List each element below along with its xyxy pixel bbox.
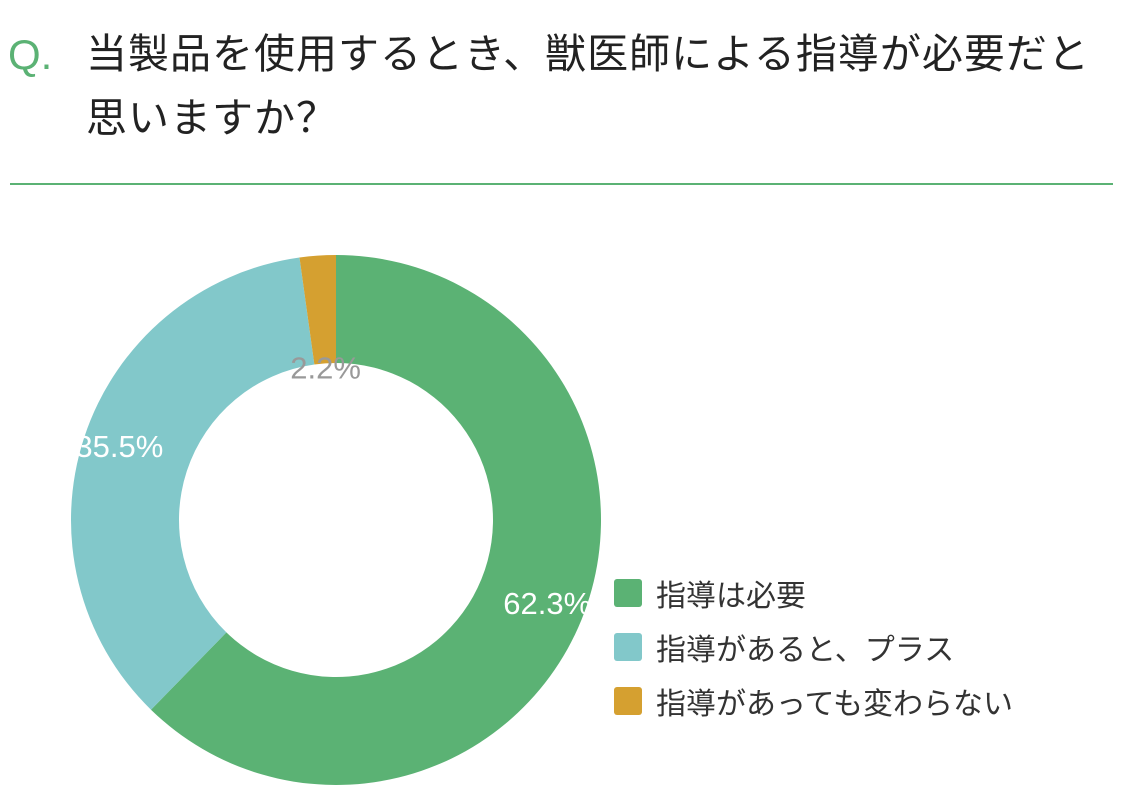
donut-slice [150,255,602,785]
slice-data-label: 35.5% [75,429,163,464]
donut-chart: 62.3% 35.5% 2.2% [71,255,602,785]
legend-swatch [614,633,642,661]
legend-label: 指導があっても変わらない [656,687,1013,722]
legend-item: 指導は必要 [614,566,1013,620]
legend-label: 指導は必要 [656,579,806,614]
legend-swatch [614,687,642,715]
legend-label: 指導があると、プラス [656,633,955,668]
legend-item: 指導があっても変わらない [614,674,1013,728]
legend-swatch [614,579,642,607]
donut-slice [71,257,315,710]
donut-slice [299,255,336,365]
divider [10,183,1113,185]
legend-item: 指導があると、プラス [614,620,1013,674]
slice-data-label: 62.3% [503,586,591,621]
chart-legend: 指導は必要 指導があると、プラス 指導があっても変わらない [614,566,1013,728]
question-mark: Q. [8,31,53,78]
slice-data-label: 2.2% [290,351,361,386]
question-title: 当製品を使用するとき、獣医師による指導が必要だと思いますか？ [86,30,1090,142]
